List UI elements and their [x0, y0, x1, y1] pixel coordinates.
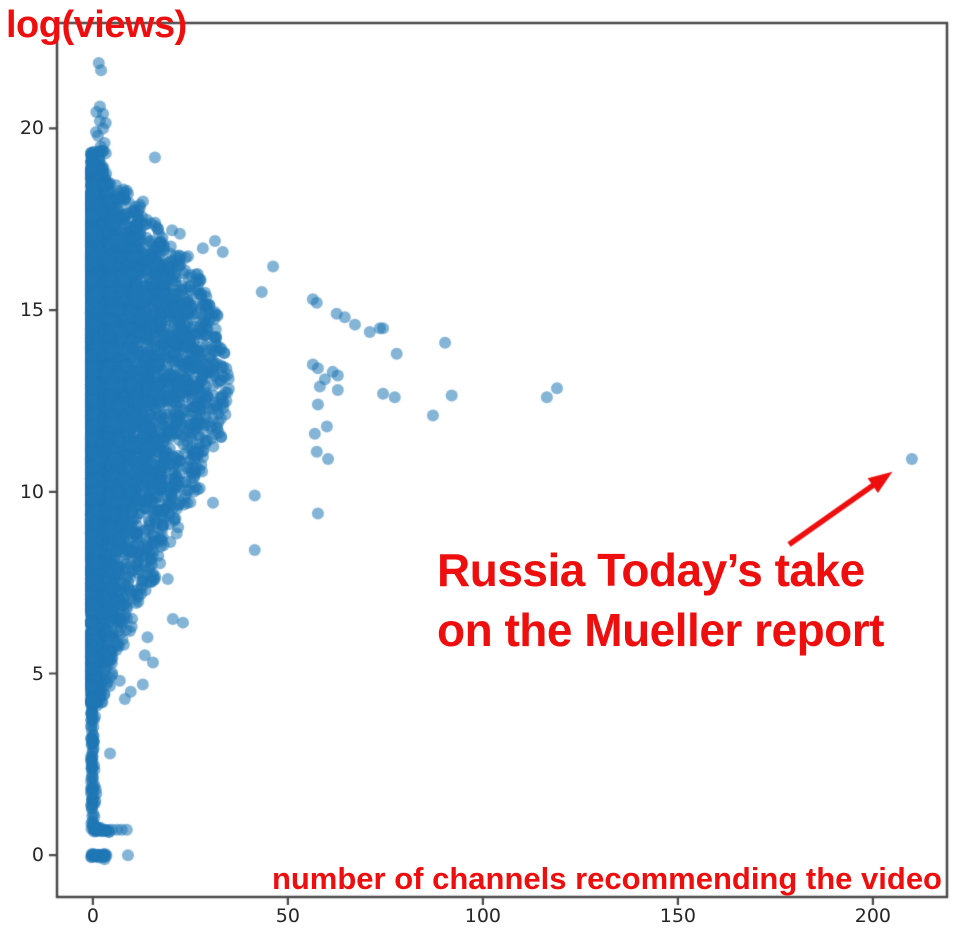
- x-tick-label: 150: [659, 905, 697, 927]
- y-tick-label: 15: [19, 299, 44, 322]
- y-tick-label: 10: [19, 480, 44, 503]
- x-tick-label: 100: [464, 905, 501, 927]
- y-axis-label: log(views): [6, 4, 187, 46]
- annotation-line-2: on the Mueller report: [437, 604, 884, 656]
- annotation-line-1: Russia Today’s take: [437, 544, 865, 596]
- y-tick-label: 0: [31, 844, 44, 867]
- y-tick-label: 20: [19, 117, 44, 140]
- x-tick-label: 50: [275, 905, 300, 927]
- x-tick-label: 0: [86, 905, 99, 927]
- y-tick-label: 5: [31, 662, 44, 685]
- x-axis-label: number of channels recommending the vide…: [271, 861, 942, 896]
- x-tick-label: 200: [854, 905, 892, 927]
- annotation-callout: Russia Today’s take on the Mueller repor…: [437, 540, 884, 660]
